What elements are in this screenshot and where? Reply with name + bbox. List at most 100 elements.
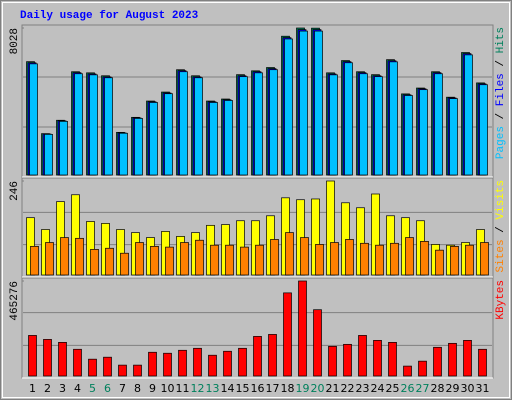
bar — [285, 232, 294, 276]
bar — [210, 244, 219, 276]
bar — [238, 347, 247, 377]
x-tick-label: 14 — [221, 382, 235, 395]
bar — [240, 246, 249, 276]
x-tick-label: 6 — [104, 382, 111, 395]
bar — [208, 354, 217, 377]
x-tick-label: 25 — [386, 382, 400, 395]
bar — [390, 242, 399, 276]
legend-entry: Sites — [495, 239, 507, 272]
bar — [419, 89, 428, 176]
x-tick-label: 27 — [416, 382, 430, 395]
bar — [28, 335, 37, 377]
bar — [179, 71, 188, 176]
bar — [299, 30, 308, 176]
bar — [434, 73, 443, 176]
legend-entry: KBytes — [495, 280, 507, 320]
x-tick-label: 13 — [206, 382, 220, 395]
bar — [389, 61, 398, 176]
bar — [463, 340, 472, 377]
bar — [149, 102, 158, 176]
bar — [404, 95, 413, 176]
legend: Pages / Files / Hits — [495, 27, 507, 159]
legend-entry: Hits — [495, 27, 507, 53]
bar — [360, 242, 369, 276]
bar — [133, 364, 142, 377]
x-tick-label: 10 — [161, 382, 175, 395]
bar — [373, 340, 382, 377]
bar — [60, 237, 69, 276]
x-tick-label: 31 — [476, 382, 490, 395]
bar — [345, 239, 354, 276]
bar — [120, 252, 129, 276]
bar — [73, 348, 82, 377]
bar — [43, 339, 52, 377]
bar — [89, 74, 98, 176]
x-tick-label: 11 — [176, 382, 190, 395]
legend-entry: Visits — [495, 180, 507, 220]
x-tick-label: 3 — [59, 382, 66, 395]
bar — [448, 342, 457, 377]
bar — [480, 242, 489, 276]
x-tick-label: 24 — [371, 382, 385, 395]
y-tick-label: 246 — [9, 181, 21, 201]
bar — [269, 69, 278, 176]
bar — [224, 100, 233, 176]
y-tick-label: 465276 — [9, 281, 21, 321]
bar — [283, 292, 292, 377]
bar — [313, 309, 322, 377]
x-tick-label: 22 — [341, 382, 355, 395]
bar — [329, 74, 338, 176]
bar — [135, 242, 144, 276]
bar — [118, 364, 127, 377]
bar — [105, 247, 114, 276]
bar — [75, 237, 84, 276]
x-tick-label: 1 — [29, 382, 36, 395]
x-tick-label: 21 — [326, 382, 340, 395]
x-tick-label: 4 — [74, 382, 81, 395]
bar — [433, 346, 442, 377]
bar — [59, 120, 68, 176]
bar — [374, 76, 383, 176]
x-tick-label: 12 — [191, 382, 205, 395]
bar — [403, 365, 412, 377]
bar — [194, 77, 203, 176]
bar — [435, 249, 444, 276]
bar — [193, 347, 202, 377]
bar — [359, 73, 368, 176]
bar — [58, 342, 67, 377]
x-tick-label: 29 — [446, 382, 460, 395]
x-tick-label: 7 — [119, 382, 126, 395]
bar — [479, 84, 488, 176]
bar — [104, 77, 113, 176]
bar — [284, 38, 293, 176]
legend-separator: / — [495, 106, 507, 126]
bar — [270, 239, 279, 276]
bar — [29, 63, 38, 176]
bar — [30, 245, 39, 276]
bar — [358, 335, 367, 377]
legend: Sites / Visits — [495, 180, 507, 272]
bar — [195, 239, 204, 276]
legend-separator: / — [495, 53, 507, 73]
bar — [148, 351, 157, 377]
bar — [268, 334, 277, 377]
bar — [150, 245, 159, 276]
legend-entry: Pages — [495, 126, 507, 159]
bar — [314, 30, 323, 176]
bar — [165, 246, 174, 276]
x-tick-label: 23 — [356, 382, 370, 395]
bar — [45, 242, 54, 276]
bar — [375, 244, 384, 276]
bar — [134, 118, 143, 176]
bar — [223, 350, 232, 377]
x-tick-label: 8 — [134, 382, 141, 395]
bar — [225, 244, 234, 276]
x-tick-label: 28 — [431, 382, 445, 395]
bar — [405, 237, 414, 276]
bar — [450, 245, 459, 276]
bar — [209, 102, 218, 176]
x-tick-label: 9 — [149, 382, 156, 395]
bar — [449, 98, 458, 176]
bar — [478, 348, 487, 377]
